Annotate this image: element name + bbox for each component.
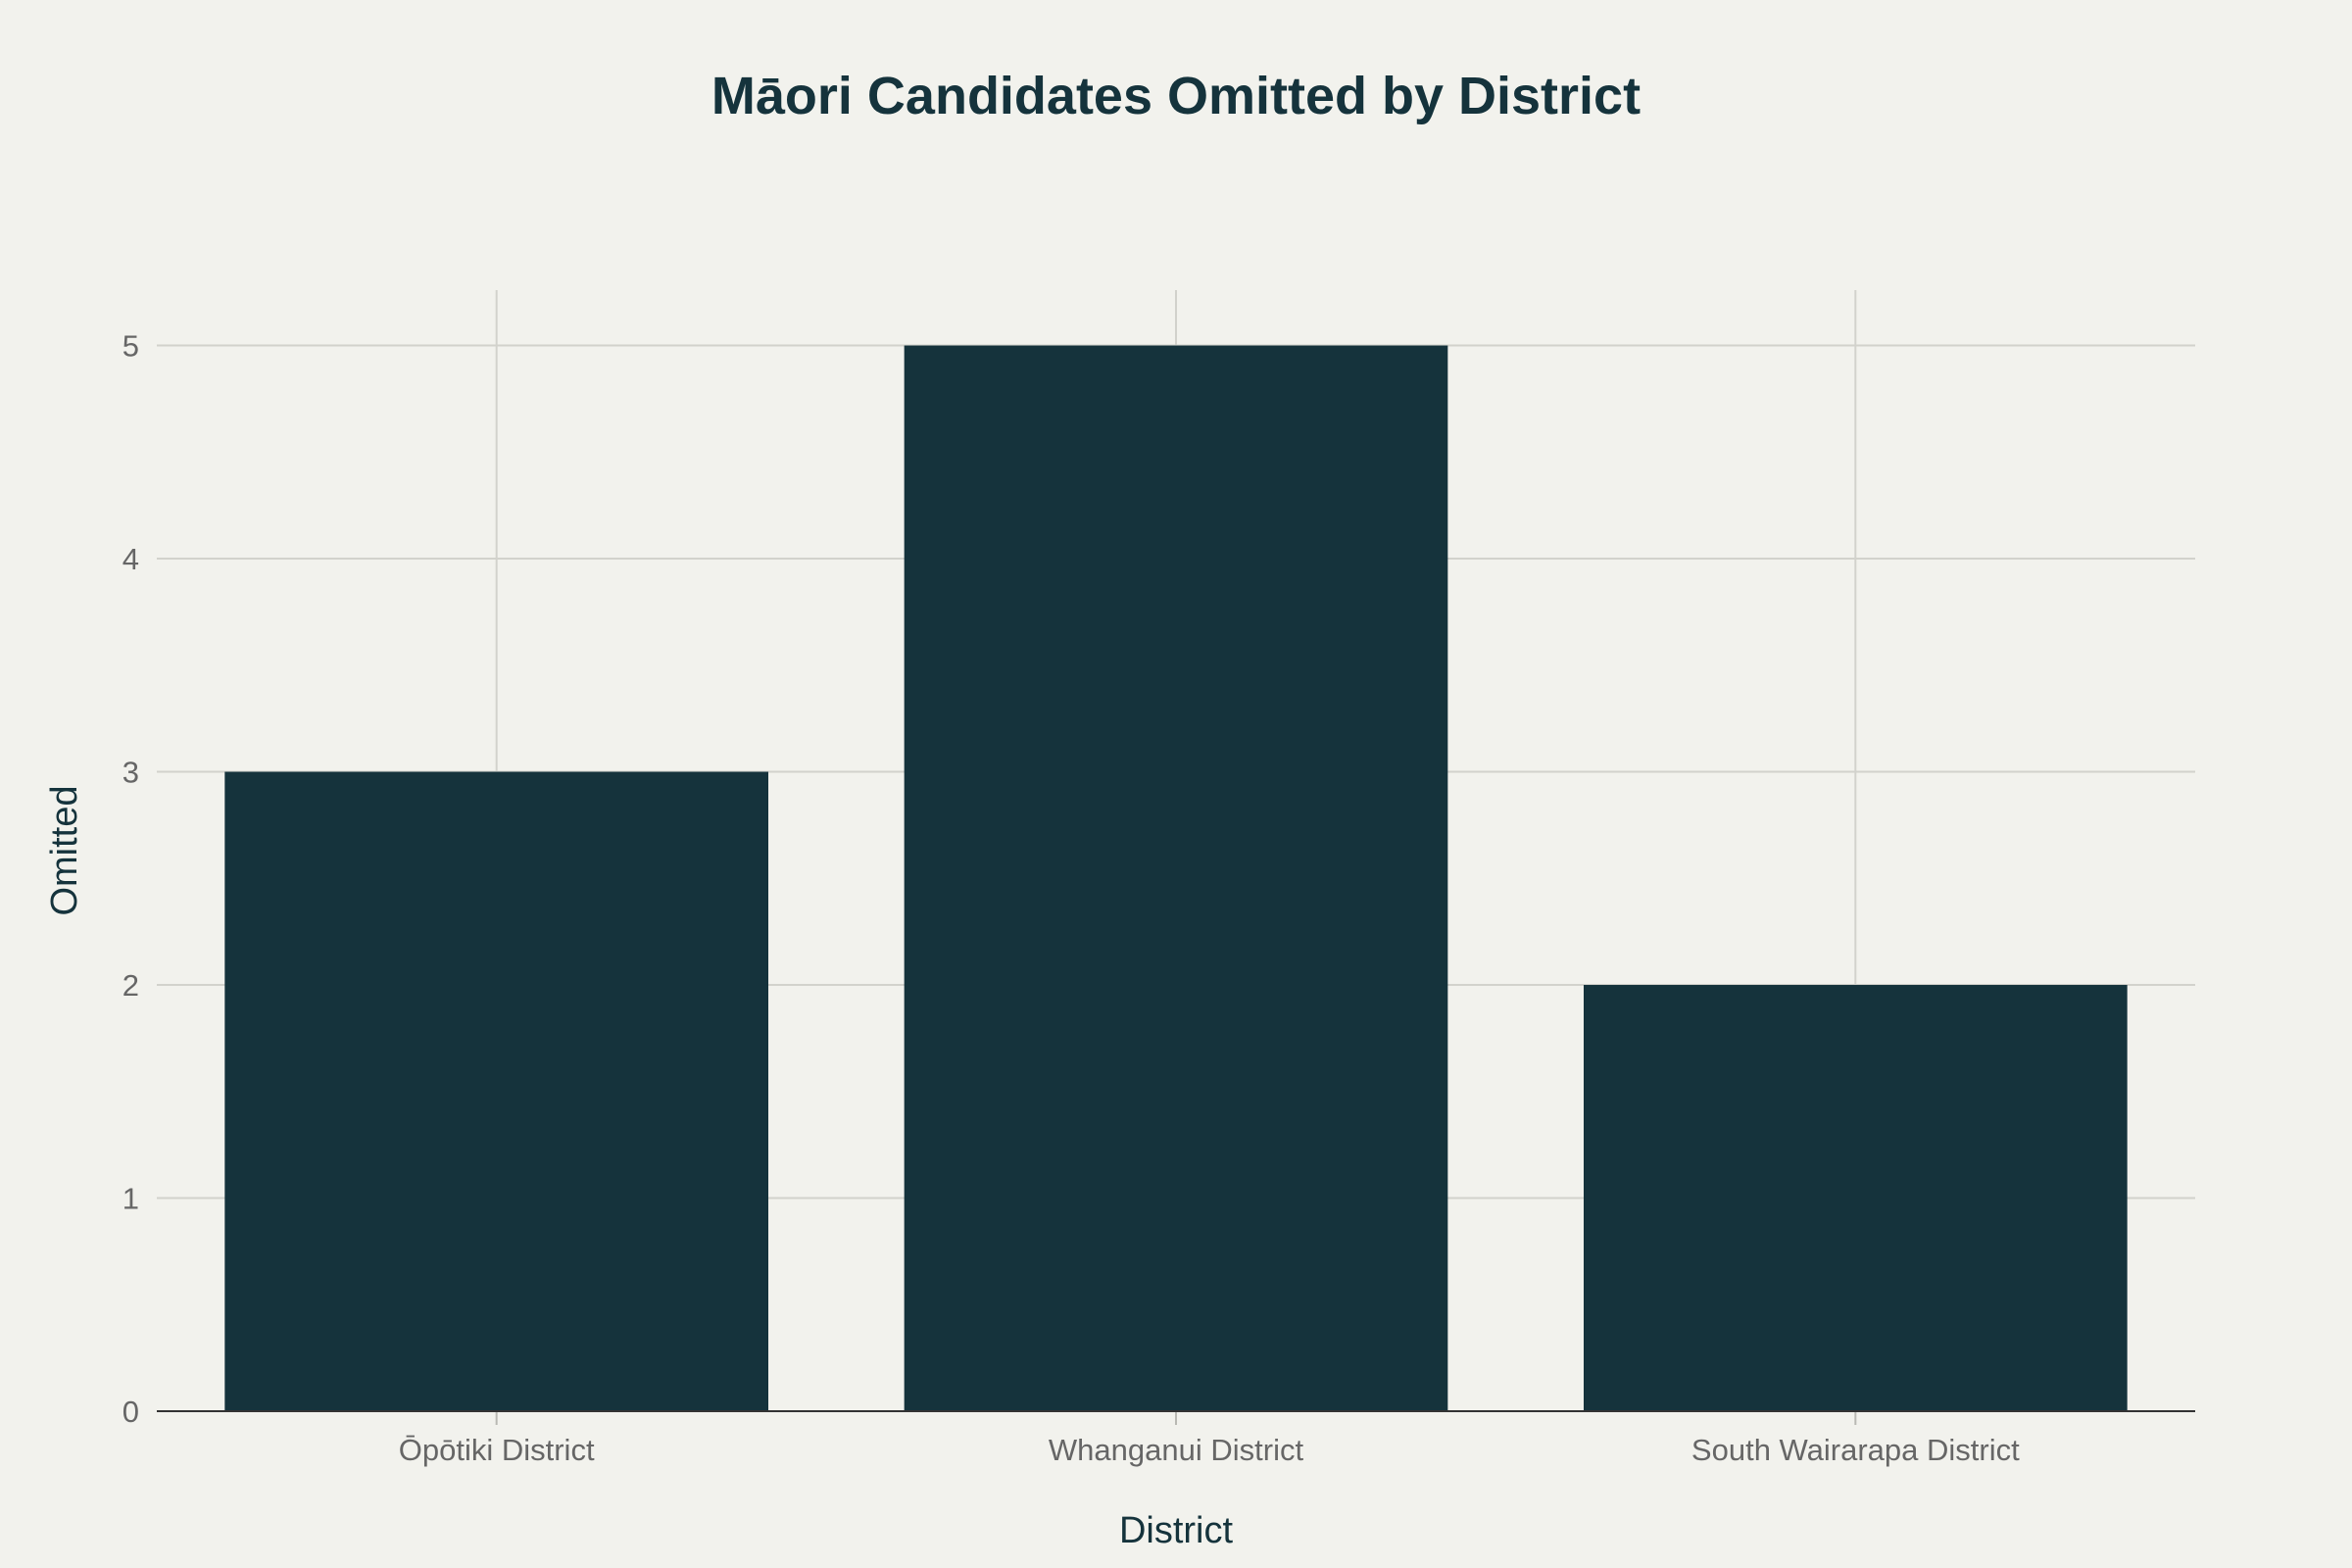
chart-title: Māori Candidates Omitted by District — [711, 67, 1641, 125]
y-tick-label: 0 — [122, 1395, 139, 1429]
y-tick-label: 5 — [122, 329, 139, 364]
y-axis-title: Omitted — [44, 785, 85, 915]
x-tick-label: Whanganui District — [1049, 1433, 1304, 1467]
y-tick-label: 4 — [122, 542, 139, 576]
y-tick-label: 1 — [122, 1182, 139, 1216]
bar — [1584, 985, 2128, 1411]
bar — [224, 771, 769, 1411]
y-tick-label: 2 — [122, 968, 139, 1003]
bars — [224, 345, 2128, 1412]
x-axis-ticks: Ōpōtiki District Whanganui District South … — [399, 1411, 2020, 1467]
y-axis-ticks: 0 1 2 3 4 5 — [122, 329, 139, 1429]
x-axis-title: District — [1119, 1510, 1234, 1551]
x-tick-label: Ōpōtiki District — [399, 1433, 595, 1467]
bar — [904, 345, 1448, 1412]
x-tick-label: South Wairarapa District — [1691, 1433, 2020, 1467]
y-tick-label: 3 — [122, 756, 139, 790]
